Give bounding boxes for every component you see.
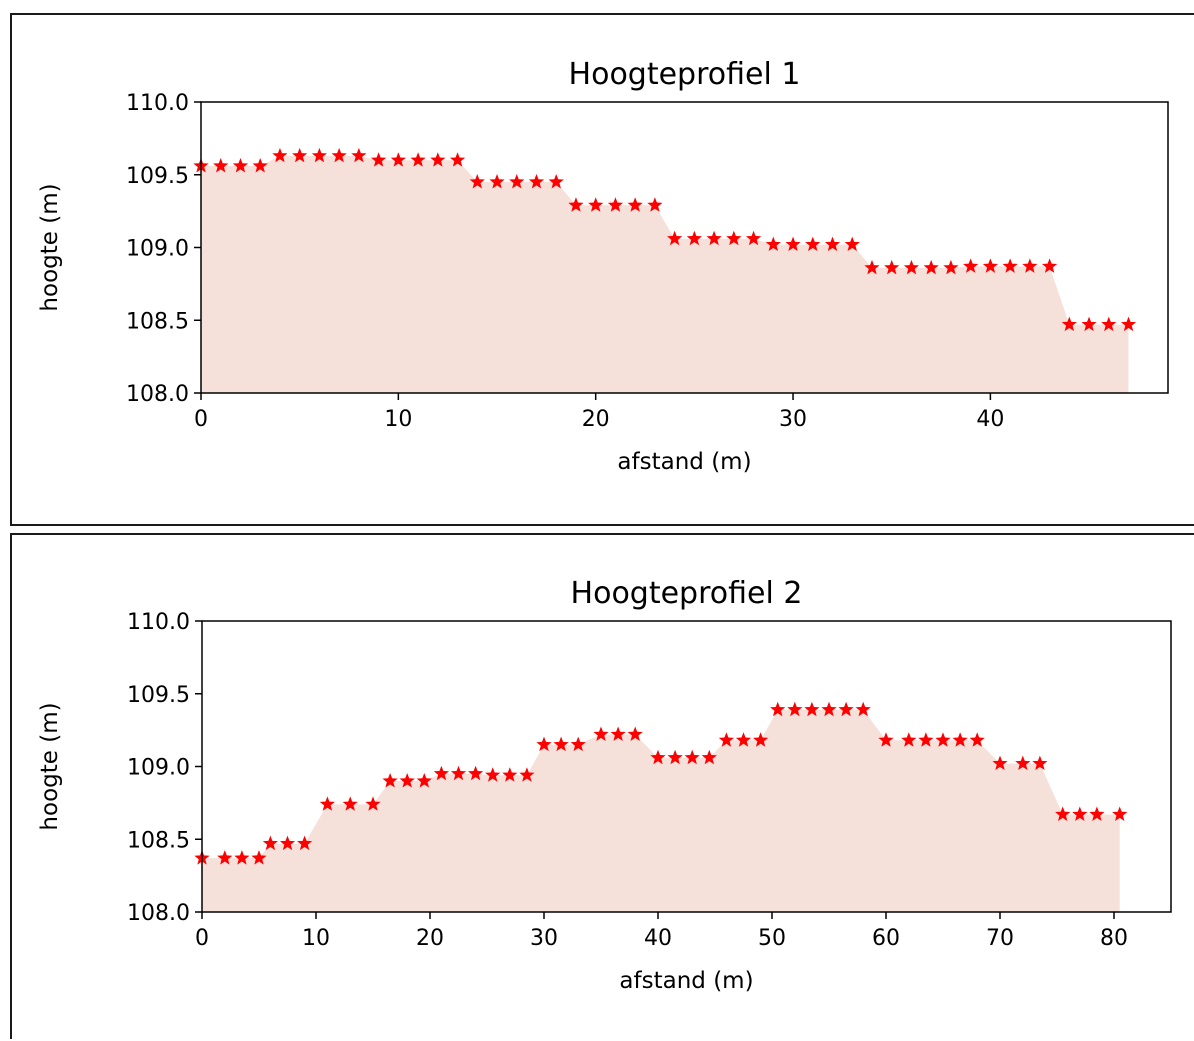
y-tick-label: 109.5 xyxy=(126,164,189,189)
y-tick-label: 109.0 xyxy=(126,237,189,262)
y-tick-label: 108.0 xyxy=(126,382,189,407)
y-axis-label: hoogte (m) xyxy=(37,183,63,311)
x-tick-label: 10 xyxy=(302,926,330,951)
y-tick-label: 108.0 xyxy=(127,901,190,926)
y-tick-label: 110.0 xyxy=(126,91,189,116)
x-tick-label: 70 xyxy=(986,926,1014,951)
y-tick-label: 108.5 xyxy=(126,309,189,334)
x-tick-label: 20 xyxy=(416,926,444,951)
elevation-area xyxy=(202,710,1120,912)
x-tick-label: 30 xyxy=(779,407,807,432)
chart-title: Hoogteprofiel 2 xyxy=(571,576,803,611)
x-tick-label: 0 xyxy=(194,407,208,432)
x-tick-label: 50 xyxy=(758,926,786,951)
x-tick-label: 0 xyxy=(195,926,209,951)
y-axis-label: hoogte (m) xyxy=(37,702,63,830)
y-tick-label: 109.5 xyxy=(127,683,190,708)
chart-title: Hoogteprofiel 1 xyxy=(569,57,801,92)
elevation-area xyxy=(201,156,1129,393)
x-axis-label: afstand (m) xyxy=(617,449,751,475)
x-axis-label: afstand (m) xyxy=(619,968,753,994)
x-tick-label: 30 xyxy=(530,926,558,951)
y-tick-label: 109.0 xyxy=(127,756,190,781)
x-tick-label: 40 xyxy=(976,407,1004,432)
x-tick-label: 20 xyxy=(582,407,610,432)
chart-hoogteprofiel-2: 0 10 20 30 40 50 60 70 80 108.0 108.5 109.0 109.5 110… xyxy=(12,535,1194,1041)
x-tick-label: 10 xyxy=(384,407,412,432)
y-tick-label: 110.0 xyxy=(127,610,190,635)
x-tick-label: 80 xyxy=(1100,926,1128,951)
chart-panel-2: 0 10 20 30 40 50 60 70 80 108.0 108.5 109.0 109.5 110… xyxy=(10,533,1194,1039)
x-tick-label: 60 xyxy=(872,926,900,951)
x-tick-label: 40 xyxy=(644,926,672,951)
y-tick-label: 108.5 xyxy=(127,828,190,853)
chart-panel-1: 0 10 20 30 40 108.0 108.5 109.0 109.5 110.0 Hoogte… xyxy=(10,13,1194,526)
chart-hoogteprofiel-1: 0 10 20 30 40 108.0 108.5 109.0 109.5 110.0 Hoogte… xyxy=(12,15,1194,526)
